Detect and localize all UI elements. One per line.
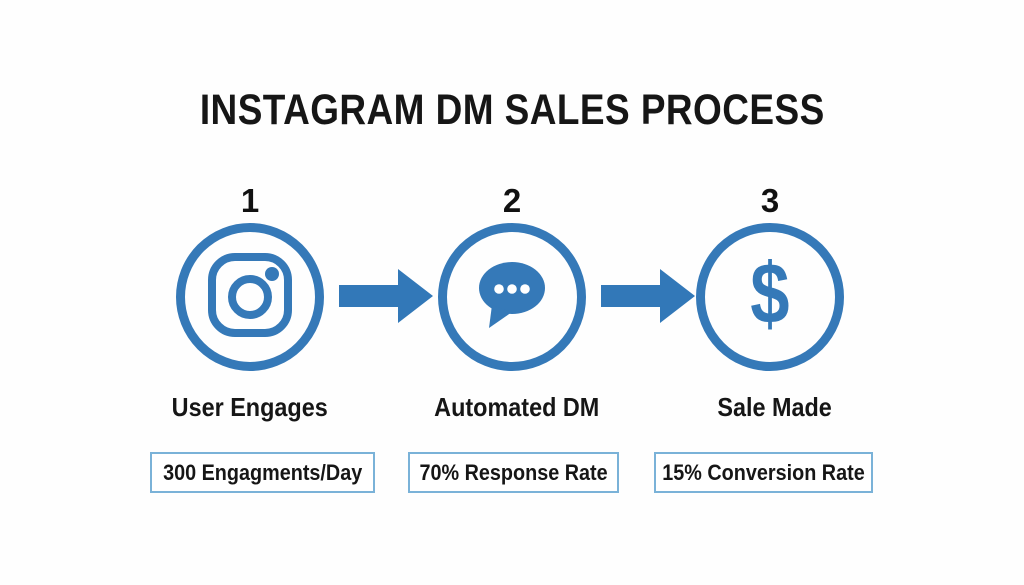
step-2-metric-text: 70% Response Rate [419,459,608,485]
step-1-metric-box: 300 Engagments/Day [150,452,375,493]
step-3-circle: $ [696,223,844,371]
step-2-circle [438,223,586,371]
step-2-label-text: Automated DM [434,392,600,422]
arrow-right-icon [339,267,433,325]
arrow-right-icon [601,267,695,325]
step-1-circle [176,223,324,371]
step-1-number: 1 [240,182,260,219]
page-title: INSTAGRAM DM SALES PROCESS [199,86,825,134]
step-3-label: Sale Made [655,392,895,423]
step-3-number: 3 [760,182,780,219]
chat-bubble-icon [472,259,552,336]
step-1-label-text: User Engages [171,392,329,422]
step-3-metric-text: 15% Conversion Rate [662,459,865,485]
title-wrap: INSTAGRAM DM SALES PROCESS [0,86,1024,135]
step-3-label-text: Sale Made [717,392,833,422]
step-3-metric-box: 15% Conversion Rate [654,452,873,493]
step-2-metric-box: 70% Response Rate [408,452,619,493]
step-2-label: Automated DM [397,392,637,423]
step-1-metric-text: 300 Engagments/Day [162,459,363,485]
step-1-label: User Engages [130,392,370,423]
step-2-number: 2 [502,182,522,219]
instagram-icon [206,251,294,344]
dollar-sign-icon: $ [750,246,790,342]
